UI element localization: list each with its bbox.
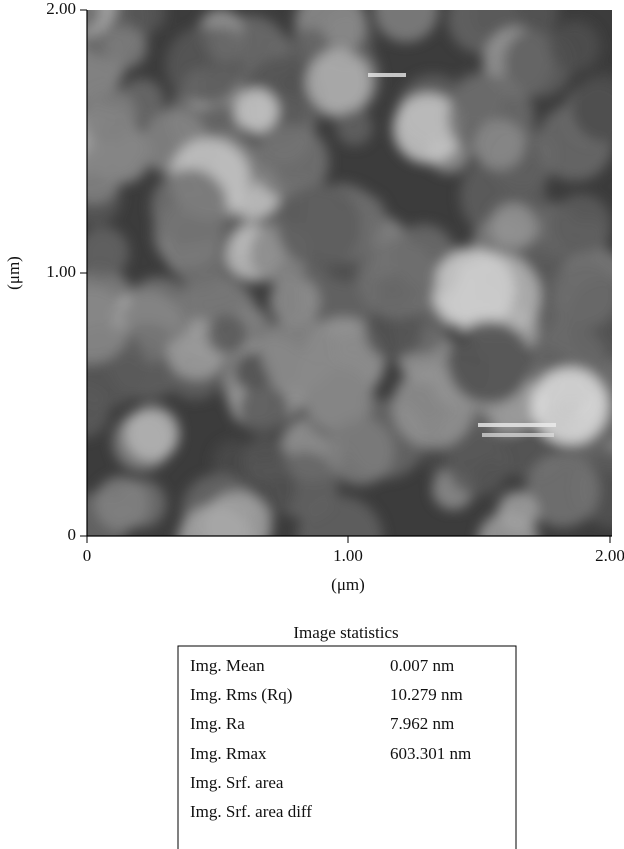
y-tick-label: 0 [68, 525, 77, 544]
x-tick-label: 0 [83, 546, 92, 565]
table-title: Image statistics [293, 623, 398, 642]
afm-streaks [368, 73, 556, 437]
stat-value: 0.007 nm [390, 656, 454, 675]
stat-name: Img. Srf. area [190, 773, 284, 792]
x-tick-label: 2.00 [595, 546, 624, 565]
y-tick-label: 2.00 [46, 0, 76, 18]
stat-name: Img. Rms (Rq) [190, 685, 292, 704]
stat-name: Img. Srf. area diff [190, 802, 312, 821]
stat-value: 10.279 nm [390, 685, 463, 704]
y-axis-label: (μm) [4, 256, 23, 290]
stat-value: 603.301 nm [390, 744, 471, 763]
x-tick-label: 1.00 [333, 546, 363, 565]
stat-name: Img. Ra [190, 714, 245, 733]
table-border [177, 645, 517, 849]
x-axis-label: (μm) [331, 575, 365, 594]
afm-image [87, 10, 612, 536]
y-tick-label: 1.00 [46, 262, 76, 281]
stat-name: Img. Rmax [190, 744, 267, 763]
stat-name: Img. Mean [190, 656, 265, 675]
stat-value: 7.962 nm [390, 714, 454, 733]
